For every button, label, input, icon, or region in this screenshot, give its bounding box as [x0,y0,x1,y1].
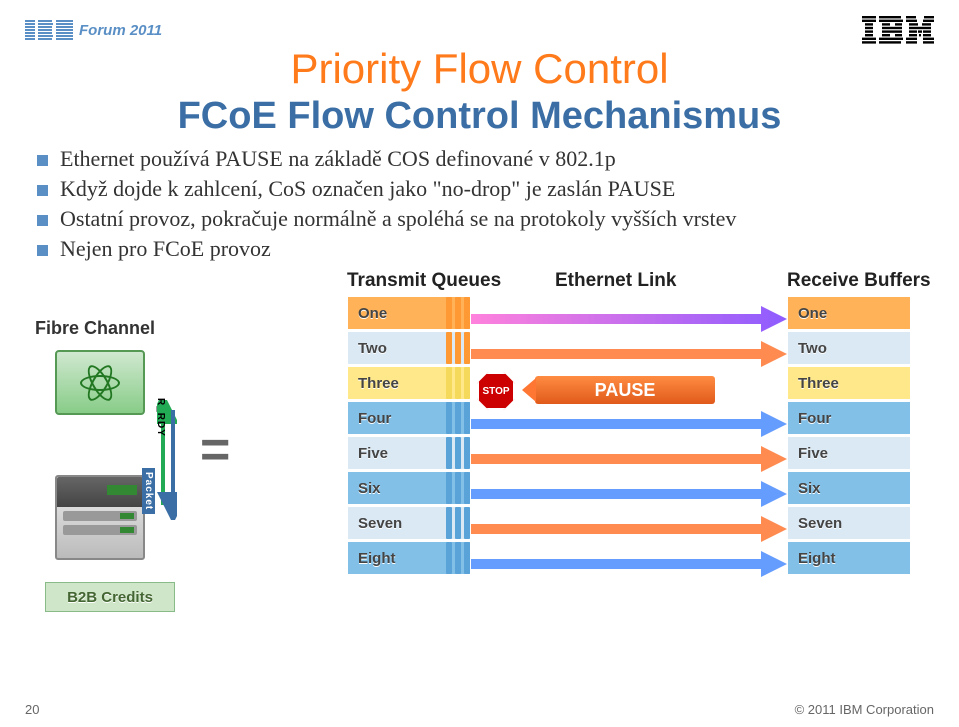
fc-device-icon [55,350,145,415]
link-line-1 [471,302,787,336]
rx-slot-six: Six [787,471,911,505]
forum-text: Forum 2011 [79,22,162,39]
link-line-4 [471,407,787,441]
link-line-7 [471,512,787,546]
title-block: Priority Flow Control FCoE Flow Control … [25,45,934,138]
slide: Forum 2011 Priority Flow Control FCoE Fl… [0,0,959,727]
link-header-wrap: Ethernet Link [555,270,676,296]
tx-slot-five: Five [347,436,471,470]
bullet-item: Nejen pro FCoE provoz [37,236,934,262]
tx-slot-one: One [347,296,471,330]
link-line-2 [471,337,787,371]
server-icon [55,475,145,560]
bullet-text: Ostatní provoz, pokračuje normálně a spo… [60,206,736,232]
main-title: Priority Flow Control [25,45,934,93]
stop-icon: STOP [477,372,515,410]
rx-slot-three: Three [787,366,911,400]
bullet-item: Ostatní provoz, pokračuje normálně a spo… [37,206,934,232]
diagram: Fibre Channel R_RDY Packet = B2B Credits… [25,270,934,630]
tx-slot-four: Four [347,401,471,435]
tx-slot-two: Two [347,331,471,365]
copyright: © 2011 IBM Corporation [795,702,934,717]
tx-slot-three: Three [347,366,471,400]
tx-slot-six: Six [347,471,471,505]
link-line-5 [471,442,787,476]
link-line-6 [471,477,787,511]
pause-bar: PAUSE [535,376,715,404]
bullet-list: Ethernet používá PAUSE na základě COS de… [25,146,934,262]
forum-logo: Forum 2011 [25,20,162,40]
bullet-item: Ethernet používá PAUSE na základě COS de… [37,146,934,172]
ibm-logo [862,16,934,44]
rx-slot-seven: Seven [787,506,911,540]
bullet-text: Když dojde k zahlcení, CoS označen jako … [60,176,675,202]
packet-label: Packet [142,468,155,514]
rx-slot-four: Four [787,401,911,435]
rx-column: Receive Buffers OneTwoThreeFourFiveSixSe… [787,270,931,575]
link-lines [471,302,787,582]
tx-header: Transmit Queues [347,270,501,292]
subtitle: FCoE Flow Control Mechanismus [25,95,934,138]
rx-slot-five: Five [787,436,911,470]
link-line-8 [471,547,787,581]
bullet-text: Ethernet používá PAUSE na základě COS de… [60,146,616,172]
bullet-text: Nejen pro FCoE provoz [60,236,271,262]
fibre-channel-label: Fibre Channel [35,318,155,339]
equals-sign: = [200,420,230,480]
header: Forum 2011 [25,10,934,50]
rx-header: Receive Buffers [787,270,931,292]
rx-slot-eight: Eight [787,541,911,575]
tx-slot-seven: Seven [347,506,471,540]
rrdy-label: R_RDY [155,398,166,437]
rx-slot-two: Two [787,331,911,365]
tx-slot-eight: Eight [347,541,471,575]
rx-slot-one: One [787,296,911,330]
ibm-mini-logo [25,20,73,40]
bullet-item: Když dojde k zahlcení, CoS označen jako … [37,176,934,202]
footer: 20 © 2011 IBM Corporation [25,702,934,717]
link-header: Ethernet Link [555,270,676,292]
credits-label: B2B Credits [45,582,175,612]
page-number: 20 [25,702,39,717]
